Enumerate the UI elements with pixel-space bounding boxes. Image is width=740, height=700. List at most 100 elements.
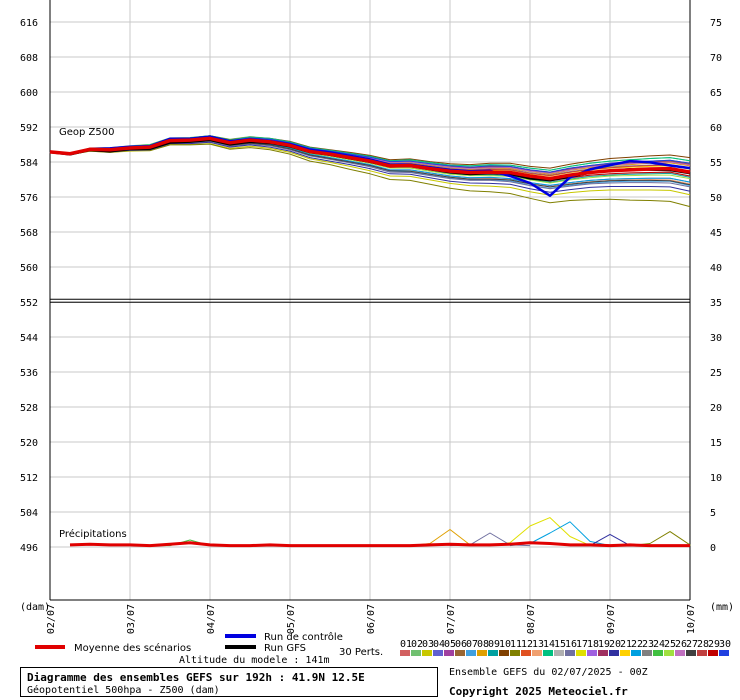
legend-member-id: 09	[488, 639, 500, 650]
legend-member-id: 10	[499, 639, 511, 650]
legend-member-swatch	[719, 650, 729, 656]
x-tick-label: 08/07	[526, 604, 537, 634]
copyright: Copyright 2025 Meteociel.fr	[449, 685, 628, 698]
y2-tick-label: 15	[710, 438, 722, 449]
model-altitude: Altitude du modele : 141m	[179, 655, 330, 666]
y-tick-label: 584	[20, 158, 38, 169]
legend-member-swatch	[477, 650, 487, 656]
legend-member-swatch	[466, 650, 476, 656]
chart-title: Diagramme des ensembles GEFS sur 192h : …	[27, 671, 365, 684]
y-tick-label: 592	[20, 123, 38, 134]
y-tick-label: 600	[20, 88, 38, 99]
y-tick-label: 576	[20, 193, 38, 204]
y2-tick-label: 45	[710, 228, 722, 239]
y2-tick-label: 40	[710, 263, 722, 274]
legend-member-swatch	[565, 650, 575, 656]
legend-member-swatch	[708, 650, 718, 656]
y-tick-label: 552	[20, 298, 38, 309]
mean-line	[49, 136, 691, 181]
geop-panel-label: Geop Z500	[59, 127, 114, 138]
y2-tick-label: 10	[710, 473, 722, 484]
ensemble-run-label: Ensemble GEFS du 02/07/2025 - 00Z	[449, 667, 648, 678]
legend-member-id: 08	[477, 639, 489, 650]
y-tick-label: 536	[20, 368, 38, 379]
y2-tick-label: 60	[710, 123, 722, 134]
y2-tick-label: 65	[710, 88, 722, 99]
legend-member-swatch	[532, 650, 542, 656]
legend-member-id: 13	[532, 639, 544, 650]
y2-tick-label: 70	[710, 53, 722, 64]
legend-member-id: 07	[466, 639, 478, 650]
legend-member-swatch	[422, 650, 432, 656]
legend-member-swatch	[444, 650, 454, 656]
y-tick-label: 512	[20, 473, 38, 484]
legend-member-id: 12	[521, 639, 533, 650]
precip-mean-line	[69, 541, 690, 548]
legend-member-swatch	[675, 650, 685, 656]
legend-member-id: 20	[609, 639, 621, 650]
legend-member-id: 01	[400, 639, 412, 650]
legend-member-swatch	[400, 650, 410, 656]
legend-member-id: 28	[697, 639, 709, 650]
legend-member-swatch	[642, 650, 652, 656]
legend-gfs-label: Run GFS	[264, 643, 306, 654]
legend-member-swatch	[587, 650, 597, 656]
y2-tick-label: 35	[710, 298, 722, 309]
precip-panel-label: Précipitations	[59, 528, 127, 540]
legend-member-id: 16	[565, 639, 577, 650]
y-tick-label: 568	[20, 228, 38, 239]
legend-member-id: 22	[631, 639, 643, 650]
x-tick-label: 03/07	[126, 604, 137, 634]
legend-member-id: 03	[422, 639, 434, 650]
y-tick-label: 504	[20, 508, 38, 519]
y2-tick-label: 25	[710, 368, 722, 379]
x-tick-label: 06/07	[366, 604, 377, 634]
legend-perts-label: 30 Perts.	[339, 647, 383, 658]
legend-member-swatch	[686, 650, 696, 656]
legend-control-label: Run de contrôle	[264, 631, 343, 643]
legend-member-id: 30	[719, 639, 731, 650]
legend-member-swatch	[488, 650, 498, 656]
legend-member-id: 26	[675, 639, 687, 650]
legend-member-id: 02	[411, 639, 423, 650]
legend-member-id: 11	[510, 639, 522, 650]
chart-info-box: Diagramme des ensembles GEFS sur 192h : …	[20, 667, 438, 697]
y2-axis-unit: (mm)	[710, 602, 734, 613]
legend-member-swatch	[609, 650, 619, 656]
y-axis-unit: (dam)	[20, 602, 50, 613]
x-tick-label: 09/07	[606, 604, 617, 634]
legend-member-swatch	[521, 650, 531, 656]
x-tick-label: 05/07	[286, 604, 297, 634]
legend-member-swatch	[433, 650, 443, 656]
y-tick-label: 616	[20, 18, 38, 29]
legend-member-id: 06	[455, 639, 467, 650]
legend-member-id: 04	[433, 639, 445, 650]
legend-mean-label: Moyenne des scénarios	[74, 642, 191, 654]
legend-member-swatch	[697, 650, 707, 656]
x-tick-label: 04/07	[206, 604, 217, 634]
y2-tick-label: 30	[710, 333, 722, 344]
y-tick-label: 544	[20, 333, 38, 344]
legend-member-swatch	[455, 650, 465, 656]
legend-member-id: 19	[598, 639, 610, 650]
legend-member-swatch	[598, 650, 608, 656]
legend-member-id: 14	[543, 639, 555, 650]
legend-member-swatch	[543, 650, 553, 656]
y2-tick-label: 0	[710, 543, 716, 554]
y-tick-label: 560	[20, 263, 38, 274]
y2-tick-label: 5	[710, 508, 716, 519]
legend-member-swatch	[411, 650, 421, 656]
legend-member-id: 24	[653, 639, 665, 650]
y2-tick-label: 75	[710, 18, 722, 29]
legend-member-swatch	[620, 650, 630, 656]
legend-member-swatch	[664, 650, 674, 656]
chart-subtitle: Géopotentiel 500hpa - Z500 (dam)	[27, 685, 220, 696]
x-tick-label: 10/07	[686, 604, 697, 634]
legend-member-id: 15	[554, 639, 566, 650]
legend-member-swatch	[653, 650, 663, 656]
legend-member-swatch	[499, 650, 509, 656]
x-tick-label: 02/07	[46, 604, 57, 634]
legend-member-id: 18	[587, 639, 599, 650]
legend-member-swatch	[554, 650, 564, 656]
